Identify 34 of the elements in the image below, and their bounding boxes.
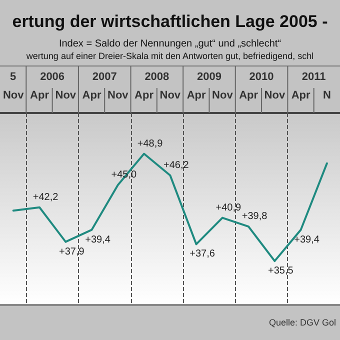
x-tick-label: Nov xyxy=(160,90,182,102)
text: 2006 xyxy=(40,71,65,83)
x-tick-label: Apr xyxy=(30,90,50,102)
data-label: +46,2 xyxy=(164,160,190,171)
data-label: +39,4 xyxy=(85,234,111,246)
text: 2009 xyxy=(196,71,222,83)
x-tick-label: Apr xyxy=(186,90,206,102)
text: 2007 xyxy=(92,71,117,83)
data-label: +39,8 xyxy=(242,211,268,222)
x-tick-label: N xyxy=(322,90,331,102)
source-note: Quelle: DGV Gol xyxy=(268,318,336,328)
x-tick-label: Apr xyxy=(239,90,259,102)
data-label: +48,9 xyxy=(137,138,164,150)
x-tick-label: Nov xyxy=(108,90,130,102)
data-label: +39,4 xyxy=(294,234,320,246)
x-tick-label: Nov xyxy=(212,90,234,102)
x-tick-label: Nov xyxy=(2,90,25,102)
text: 2010 xyxy=(249,71,274,83)
data-label: +37,6 xyxy=(190,248,216,260)
data-label: +37,9 xyxy=(58,246,85,258)
data-label: +40,9 xyxy=(216,202,242,214)
x-tick-label: Apr xyxy=(134,90,154,102)
text: 2008 xyxy=(144,71,170,83)
text: 5 xyxy=(10,71,16,83)
chart-subtitle: Index = Saldo der Nennungen „gut“ und „schlecht“ xyxy=(58,38,282,50)
text: 2011 xyxy=(302,71,326,83)
x-tick-label: Apr xyxy=(82,90,102,102)
data-label: +42,2 xyxy=(32,192,59,203)
x-tick-label: Nov xyxy=(264,90,286,102)
chart-title: ertung der wirtschaftlichen Lage 2005 - xyxy=(12,12,328,31)
text: wertung auf einer Dreier-Skala mit den Antworten gut, befriedigend, schl xyxy=(25,51,314,61)
data-label: +35,5 xyxy=(268,266,294,277)
x-tick-label: Apr xyxy=(291,90,311,102)
x-tick-label: Nov xyxy=(55,90,77,102)
